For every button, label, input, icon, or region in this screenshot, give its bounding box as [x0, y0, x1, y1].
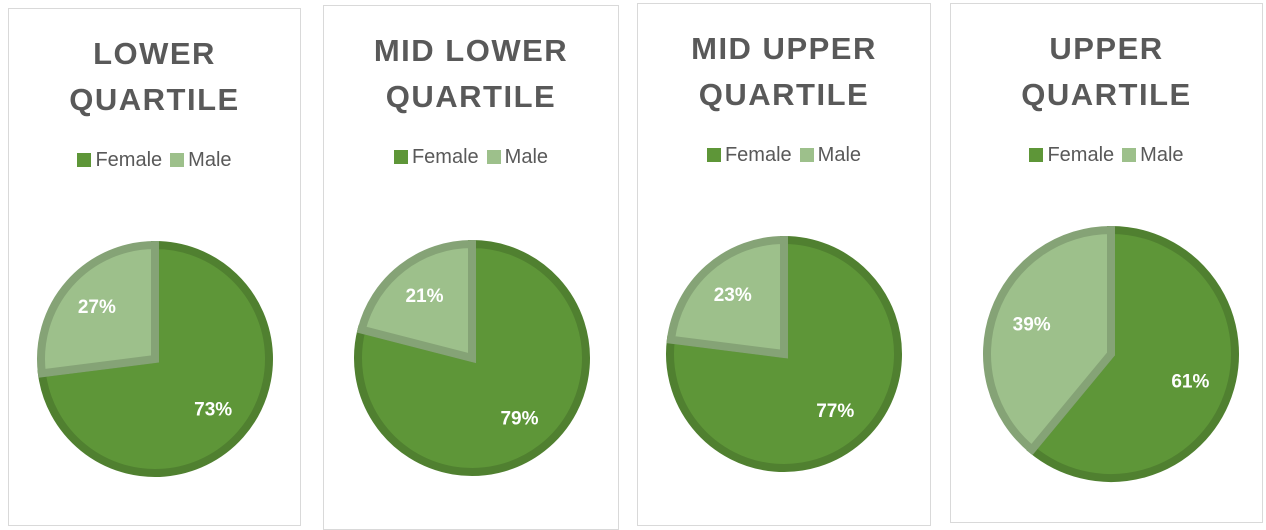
chart-title: LOWER QUARTILE [69, 36, 240, 117]
pie-slice [356, 239, 476, 364]
legend-item: Male [170, 149, 232, 172]
legend-label: Male [1140, 144, 1184, 166]
data-label: 77% [816, 401, 854, 422]
legend: Female Male [324, 146, 618, 169]
legend-item: Female [706, 144, 792, 167]
legend-item: Male [799, 144, 862, 167]
pie-chart: 79% 21% [354, 239, 590, 476]
legend: Female Male [951, 144, 1262, 167]
legend-swatch [1122, 148, 1137, 162]
pie-chart: 73% 27% [37, 240, 273, 477]
legend-label: Male [504, 146, 549, 168]
legend-item: Female [77, 149, 162, 172]
chart-panel: LOWER QUARTILE Female Male 73% 27% [8, 8, 301, 526]
chart-panel: MID UPPER QUARTILE Female Male 77% 23% [637, 3, 931, 526]
legend-label: Male [817, 144, 862, 166]
pie-slice [666, 235, 788, 359]
legend-item: Female [1029, 144, 1114, 167]
legend-label: Female [411, 146, 479, 168]
chart-title: MID LOWER QUARTILE [373, 33, 569, 114]
legend-swatch [77, 153, 92, 167]
legend-item: Male [486, 146, 549, 169]
data-label: 39% [1013, 314, 1051, 335]
legend-swatch [799, 148, 814, 162]
legend-item: Female [393, 146, 479, 169]
legend-label: Female [95, 149, 163, 171]
chart-title: UPPER QUARTILE [1021, 31, 1192, 112]
legend-swatch [706, 148, 721, 162]
legend-swatch [486, 150, 501, 164]
data-label: 21% [405, 286, 443, 307]
pie-slice [983, 225, 1115, 456]
legend: Female Male [9, 149, 300, 172]
legend-label: Male [188, 149, 232, 171]
legend: Female Male [638, 144, 930, 167]
pie-slice [354, 239, 590, 476]
pie-slice [37, 240, 159, 378]
pie-chart: 77% 23% [666, 235, 902, 472]
data-label: 23% [714, 285, 752, 306]
data-label: 27% [78, 297, 116, 318]
legend-swatch [1029, 148, 1044, 162]
chart-panel: UPPER QUARTILE Female Male 61% 39% [950, 3, 1263, 523]
legend-label: Female [1047, 144, 1115, 166]
legend-label: Female [724, 144, 792, 166]
legend-swatch [393, 150, 408, 164]
legend-swatch [170, 153, 185, 167]
data-label: 61% [1171, 372, 1209, 393]
data-label: 73% [194, 399, 232, 420]
pie-slice [1026, 225, 1239, 482]
chart-title: MID UPPER QUARTILE [691, 31, 877, 112]
data-label: 79% [500, 408, 538, 429]
chart-panel: MID LOWER QUARTILE Female Male 79% 21% [323, 5, 619, 530]
pie-chart: 61% 39% [983, 225, 1239, 482]
legend-item: Male [1122, 144, 1184, 167]
